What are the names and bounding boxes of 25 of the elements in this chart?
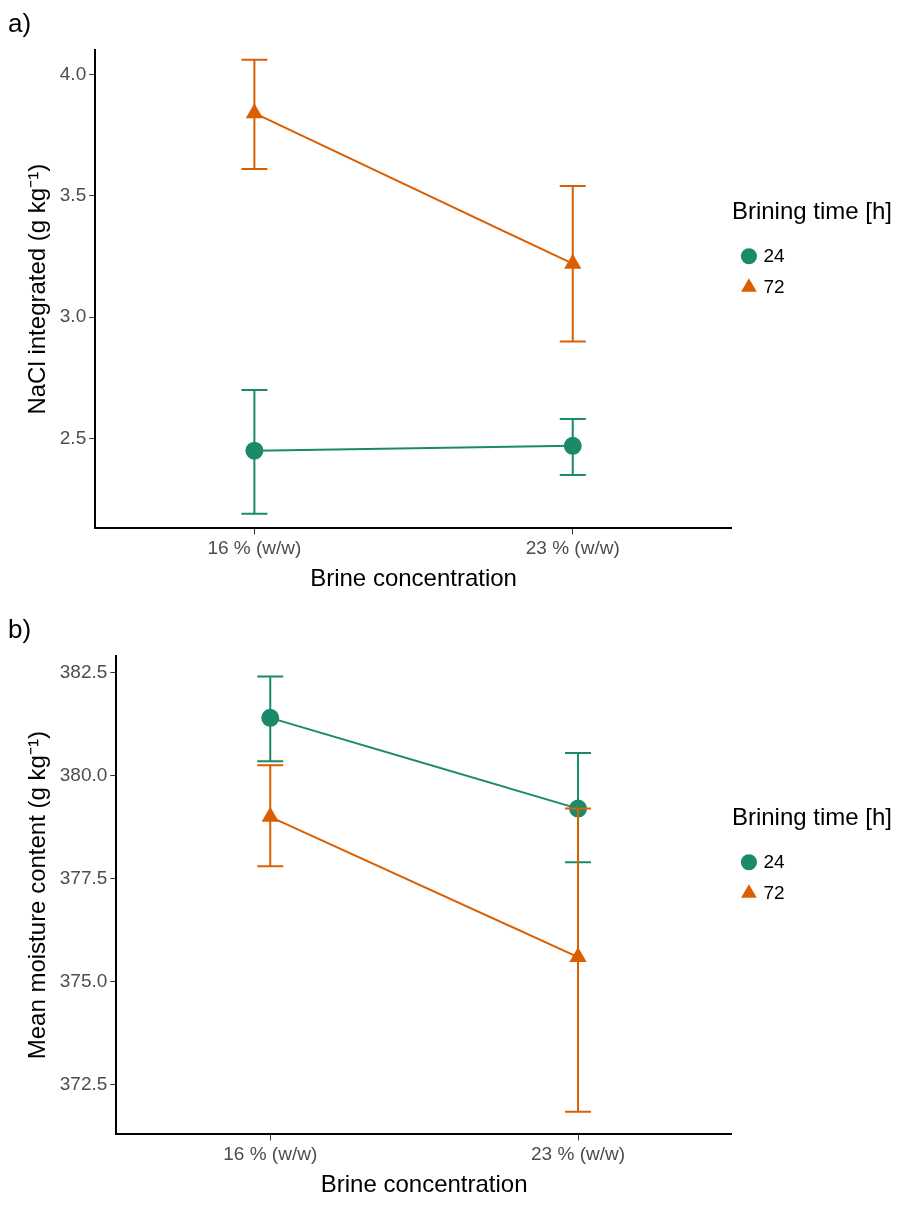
y-tick-label: 382.5 xyxy=(59,660,108,682)
y-axis-title: Mean moisture content (g kg⁻¹) xyxy=(23,731,51,1060)
x-tick-label: 23 % (w/w) xyxy=(531,1143,626,1165)
x-axis-title: Brine concentration xyxy=(320,1170,528,1198)
y-tick-label: 377.5 xyxy=(59,866,108,888)
legend-label: 72 xyxy=(763,275,785,297)
legend-title: Brining time [h] xyxy=(731,196,893,224)
x-tick-label: 16 % (w/w) xyxy=(207,537,302,559)
legend-label: 24 xyxy=(763,850,785,872)
y-axis-title: NaCl integrated (g kg⁻¹) xyxy=(23,163,51,415)
y-tick-label: 2.5 xyxy=(59,426,87,448)
y-tick-label: 4.0 xyxy=(59,62,87,84)
legend-label: 24 xyxy=(763,244,785,266)
y-tick-label: 3.0 xyxy=(59,305,87,327)
legend-label: 72 xyxy=(763,881,785,903)
legend-title: Brining time [h] xyxy=(731,802,893,830)
x-tick-label: 23 % (w/w) xyxy=(525,537,620,559)
text: b) xyxy=(8,614,32,645)
y-tick-label: 375.0 xyxy=(59,970,108,992)
text: a) xyxy=(8,8,32,39)
y-tick-label: 372.5 xyxy=(59,1073,108,1095)
x-tick-label: 16 % (w/w) xyxy=(223,1143,318,1165)
y-tick-label: 380.0 xyxy=(59,763,108,785)
y-tick-label: 3.5 xyxy=(59,183,87,205)
x-axis-title: Brine concentration xyxy=(310,564,517,592)
